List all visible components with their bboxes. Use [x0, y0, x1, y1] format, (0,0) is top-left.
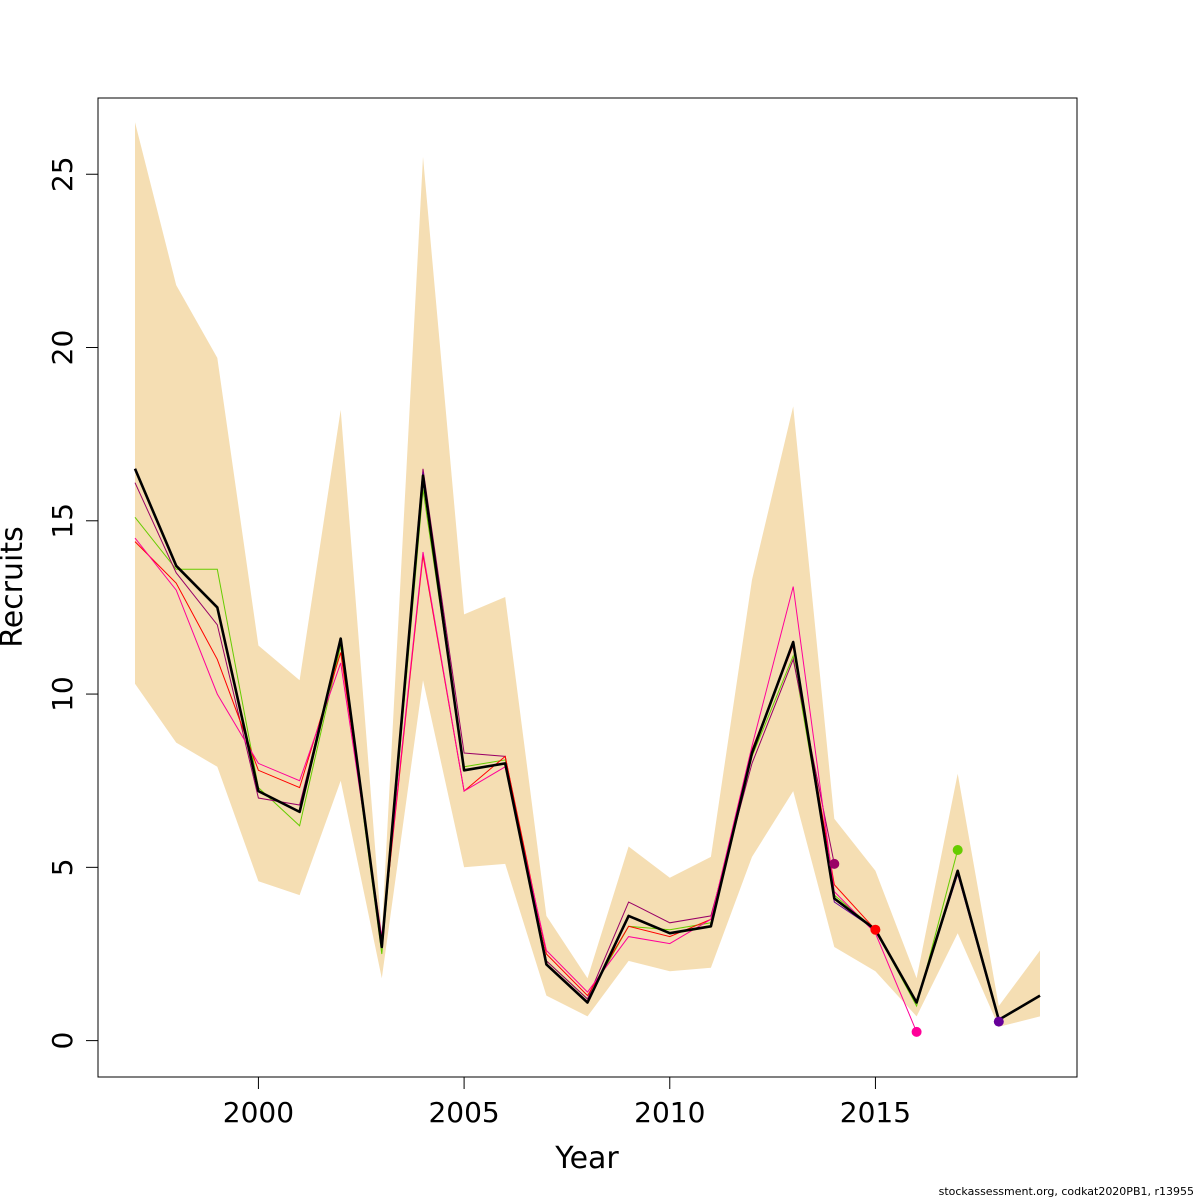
band-area	[135, 122, 1040, 1027]
y-tick-label: 10	[46, 676, 79, 712]
y-tick-label: 25	[46, 156, 79, 192]
y-tick-label: 15	[46, 503, 79, 539]
confidence-band	[135, 122, 1040, 1027]
x-axis-title: Year	[554, 1141, 619, 1176]
y-axis-title: Recruits	[0, 526, 30, 648]
x-tick-label: 2000	[223, 1096, 294, 1129]
main-series	[133, 468, 1041, 1022]
main-series-line	[133, 468, 1041, 1022]
x-tick-label: 2015	[840, 1096, 911, 1129]
x-tick-label: 2005	[428, 1096, 499, 1129]
y-tick-label: 5	[46, 858, 79, 876]
series-end-marker-5	[993, 1016, 1004, 1027]
series-end-marker-1	[952, 845, 963, 855]
series-end-marker-4	[911, 1026, 922, 1037]
y-axis: 0 5 10 15 20 25	[46, 156, 98, 1050]
plot-frame	[97, 97, 1078, 1078]
footer-credit: stockassessment.org, codkat2020PB1, r139…	[938, 1185, 1194, 1198]
series-end-marker-2	[829, 858, 840, 869]
series-end-marker-3	[870, 924, 881, 935]
x-axis: 2000 2005 2010 2015	[223, 1077, 911, 1129]
x-tick-label: 2010	[634, 1096, 705, 1129]
y-tick-label: 20	[46, 330, 79, 366]
end-markers	[829, 845, 1004, 1037]
y-tick-label: 0	[46, 1032, 79, 1050]
